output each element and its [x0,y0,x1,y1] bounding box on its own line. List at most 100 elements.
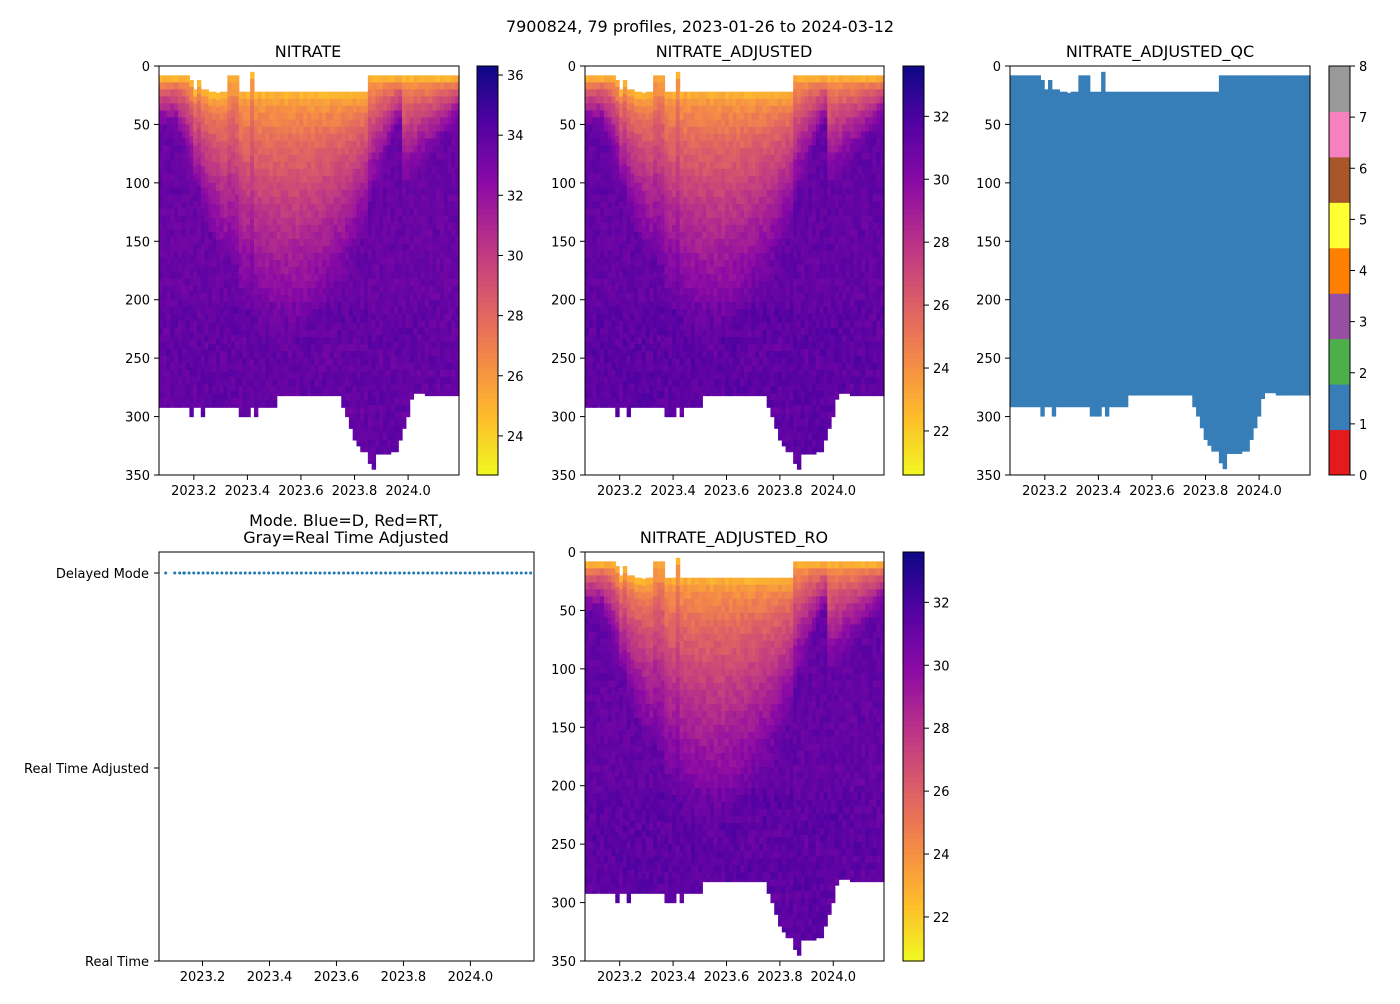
heatmap-cell [239,316,243,324]
heatmap-cell [258,204,262,212]
heatmap-cell [608,258,612,266]
heatmap-cell [417,195,421,203]
heatmap-cell [593,216,597,224]
heatmap-cell [623,178,627,186]
heatmap-cell [406,293,410,301]
heatmap-cell [186,356,190,364]
heatmap-cell [619,398,623,406]
heatmap-cell [638,260,642,268]
heatmap-cell [186,103,190,111]
heatmap-cell [593,328,597,336]
heatmap-cell [277,106,281,114]
heatmap-cell [364,449,368,452]
heatmap-cell [227,307,231,315]
heatmap-cell [360,351,364,359]
heatmap-cell [288,309,292,317]
heatmap-cell [410,314,414,322]
heatmap-cell [429,342,433,350]
heatmap-cell [182,237,186,245]
heatmap-cell [227,321,231,329]
heatmap-cell [326,127,330,135]
heatmap-cell [436,138,440,146]
heatmap-cell [653,174,657,182]
heatmap-cell [383,131,387,139]
heatmap-cell [258,162,262,170]
heatmap-cell [186,244,190,252]
heatmap-cell [608,405,612,408]
heatmap-cell [284,358,288,366]
heatmap-cell [596,258,600,266]
heatmap-cell [448,272,452,280]
heatmap-cell [159,328,163,336]
heatmap-cell [243,386,247,394]
heatmap-cell [170,384,174,392]
heatmap-cell [307,162,311,170]
heatmap-cell [448,391,452,396]
heatmap-cell [402,202,406,210]
heatmap-cell [406,166,410,174]
heatmap-cell [394,117,398,125]
heatmap-cell [322,253,326,261]
heatmap-cell [300,358,304,366]
heatmap-cell [432,159,436,167]
heatmap-cell [627,145,631,153]
heatmap-cell [634,183,638,191]
heatmap-cell [201,377,205,385]
heatmap-cell [231,349,235,357]
heatmap-cell [413,145,417,153]
heatmap-cell [593,251,597,259]
heatmap-cell [646,316,650,324]
heatmap-cell [436,166,440,174]
heatmap-cell [391,230,395,238]
heatmap-cell [429,96,433,104]
heatmap-cell [375,405,379,413]
heatmap-cell [307,253,311,261]
heatmap-cell [273,127,277,135]
heatmap-cell [205,342,209,350]
heatmap-cell [341,239,345,247]
heatmap-cell [600,209,604,217]
heatmap-cell [193,391,197,399]
heatmap-cell [250,135,254,143]
heatmap-cell [186,223,190,231]
heatmap-cell [429,349,433,357]
heatmap-cell [383,230,387,238]
heatmap-cell [372,223,376,231]
heatmap-cell [284,211,288,219]
heatmap-cell [337,281,341,289]
heatmap-cell [273,393,277,401]
heatmap-cell [585,223,589,231]
heatmap-cell [391,103,395,111]
heatmap-cell [364,267,368,275]
heatmap-cell [356,393,360,401]
heatmap-cell [379,131,383,139]
heatmap-cell [634,141,638,149]
heatmap-cell [284,239,288,247]
heatmap-cell [303,239,307,247]
heatmap-cell [372,468,376,470]
heatmap-cell [593,363,597,371]
heatmap-cell [288,393,292,396]
heatmap-cell [676,135,680,143]
heatmap-cell [288,232,292,240]
heatmap-cell [250,359,254,367]
heatmap-cell [235,145,239,153]
heatmap-cell [440,286,444,294]
heatmap-cell [585,96,589,104]
heatmap-cell [611,279,615,287]
heatmap-cell [205,195,209,203]
heatmap-cell [372,174,376,182]
heatmap-cell [444,96,448,104]
heatmap-cell [585,356,589,364]
heatmap-cell [608,279,612,287]
heatmap-cell [387,314,391,322]
heatmap-cell [611,96,615,104]
heatmap-cell [402,103,406,111]
heatmap-cell [269,232,273,240]
heatmap-cell [322,351,326,359]
heatmap-cell [432,230,436,238]
heatmap-cell [337,204,341,212]
heatmap-cell [410,398,414,400]
heatmap-cell [653,223,657,231]
heatmap-cell [398,152,402,160]
